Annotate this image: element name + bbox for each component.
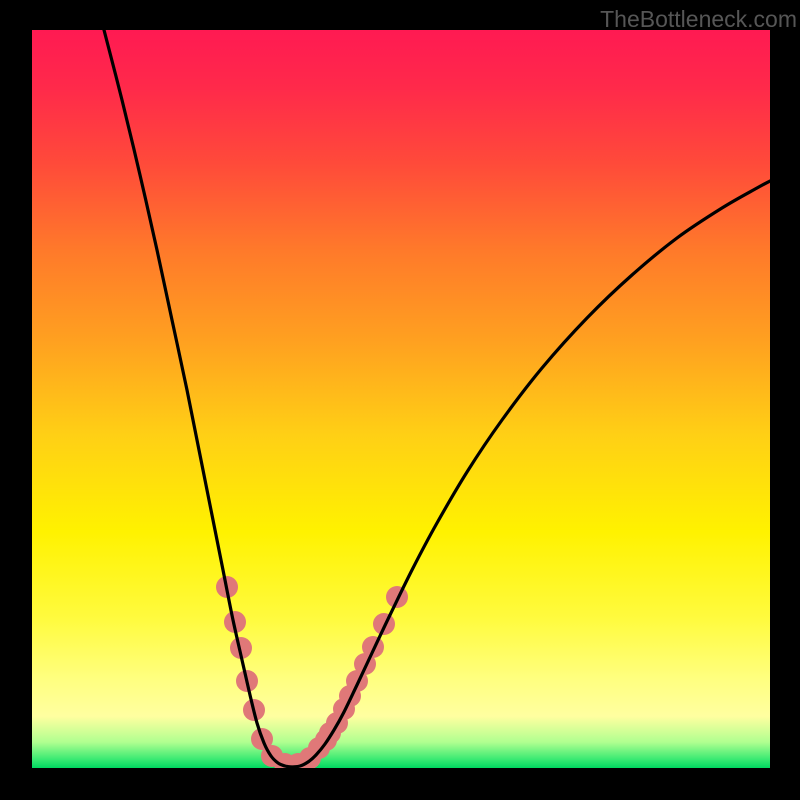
plot-area xyxy=(32,30,770,768)
plot-background xyxy=(32,30,770,768)
data-dot xyxy=(362,636,384,658)
watermark-text: TheBottleneck.com xyxy=(600,6,797,33)
chart-container: TheBottleneck.com xyxy=(0,0,800,800)
